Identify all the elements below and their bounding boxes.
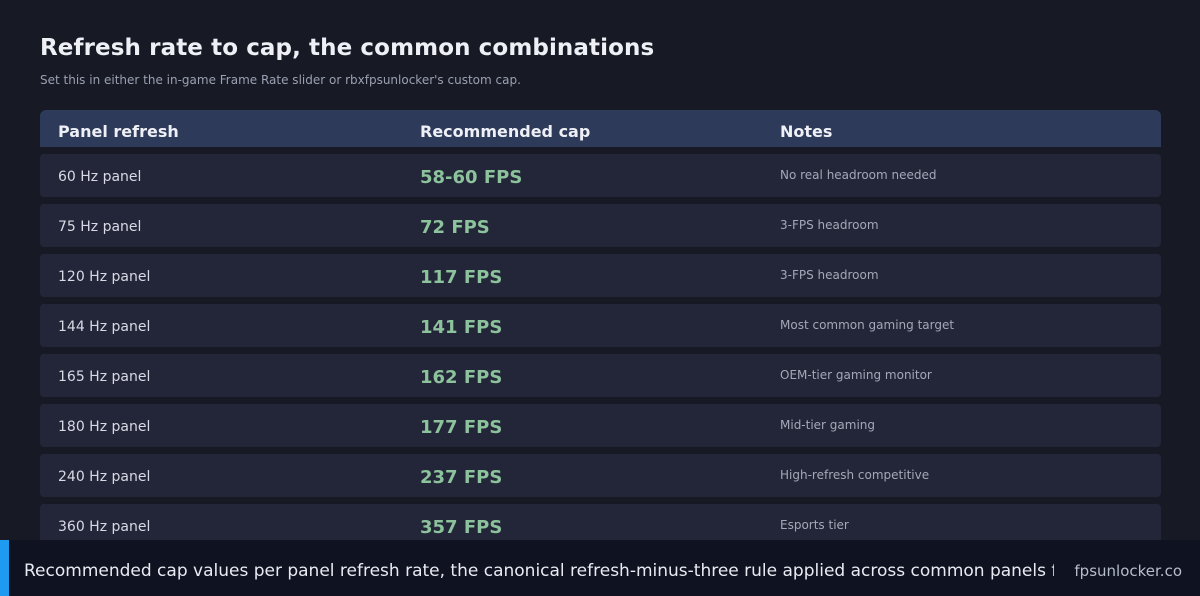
table-body: 60 Hz panel 58-60 FPS No real headroom nee… (40, 154, 1161, 547)
cell-panel-refresh: 165 Hz panel (58, 369, 151, 385)
cell-notes: OEM-tier gaming monitor (780, 368, 932, 382)
table-row: 165 Hz panel 162 FPS OEM-tier gaming monit… (40, 354, 1161, 397)
table-header: Panel refresh Recommended cap Notes (40, 110, 1161, 147)
page-subtitle: Set this in either the in-game Frame Rat… (40, 73, 521, 87)
cell-notes: Mid-tier gaming (780, 418, 876, 432)
page-title: Refresh rate to cap, the common combinat… (40, 35, 655, 61)
cell-panel-refresh: 120 Hz panel (58, 269, 151, 285)
header-notes: Notes (780, 122, 833, 141)
cell-notes: 3-FPS headroom (780, 268, 879, 282)
cell-notes: 3-FPS headroom (780, 218, 879, 232)
table-row: 360 Hz panel 357 FPS Esports tier (40, 504, 1161, 547)
cell-notes: Most common gaming target (780, 318, 955, 332)
cell-panel-refresh: 240 Hz panel (58, 469, 151, 485)
cell-notes: Esports tier (780, 518, 849, 532)
cap-table: Panel refresh Recommended cap Notes 60 H… (40, 110, 1161, 547)
table-row: 120 Hz panel 117 FPS 3-FPS headroom (40, 254, 1161, 297)
cell-recommended-cap: 141 FPS (420, 317, 503, 338)
cell-panel-refresh: 144 Hz panel (58, 319, 151, 335)
header-panel-refresh: Panel refresh (58, 122, 179, 141)
cell-panel-refresh: 75 Hz panel (58, 219, 142, 235)
caption-bar: Recommended cap values per panel refresh… (0, 540, 1200, 596)
cell-notes: No real headroom needed (780, 168, 937, 182)
cell-recommended-cap: 72 FPS (420, 217, 490, 238)
table-row: 60 Hz panel 58-60 FPS No real headroom nee… (40, 154, 1161, 197)
cell-recommended-cap: 357 FPS (420, 517, 503, 538)
caption-text: Recommended cap values per panel refresh… (24, 561, 1054, 581)
cell-recommended-cap: 162 FPS (420, 367, 503, 388)
table-row: 240 Hz panel 237 FPS High-refresh competit… (40, 454, 1161, 497)
cell-panel-refresh: 60 Hz panel (58, 169, 142, 185)
cell-panel-refresh: 180 Hz panel (58, 419, 151, 435)
cell-panel-refresh: 360 Hz panel (58, 519, 151, 535)
cell-recommended-cap: 117 FPS (420, 267, 503, 288)
cell-notes: High-refresh competitive (780, 468, 930, 482)
table-row: 75 Hz panel 72 FPS 3-FPS headroom (40, 204, 1161, 247)
caption-source: fpsunlocker.co (1074, 562, 1182, 580)
header-recommended-cap: Recommended cap (420, 122, 591, 141)
table-row: 180 Hz panel 177 FPS Mid-tier gaming (40, 404, 1161, 447)
table-row: 144 Hz panel 141 FPS Most common gaming ta… (40, 304, 1161, 347)
cell-recommended-cap: 177 FPS (420, 417, 503, 438)
cell-recommended-cap: 237 FPS (420, 467, 503, 488)
caption-accent (0, 540, 9, 596)
cell-recommended-cap: 58-60 FPS (420, 167, 523, 188)
